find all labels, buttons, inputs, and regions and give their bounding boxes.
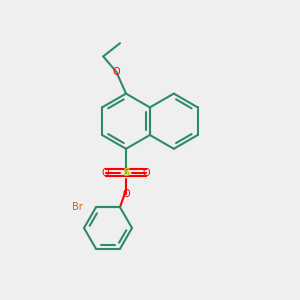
Text: Br: Br xyxy=(72,202,83,212)
Text: O: O xyxy=(142,168,150,178)
Text: O: O xyxy=(122,189,130,200)
Text: S: S xyxy=(122,168,130,178)
Text: O: O xyxy=(102,168,110,178)
Text: O: O xyxy=(112,67,120,77)
